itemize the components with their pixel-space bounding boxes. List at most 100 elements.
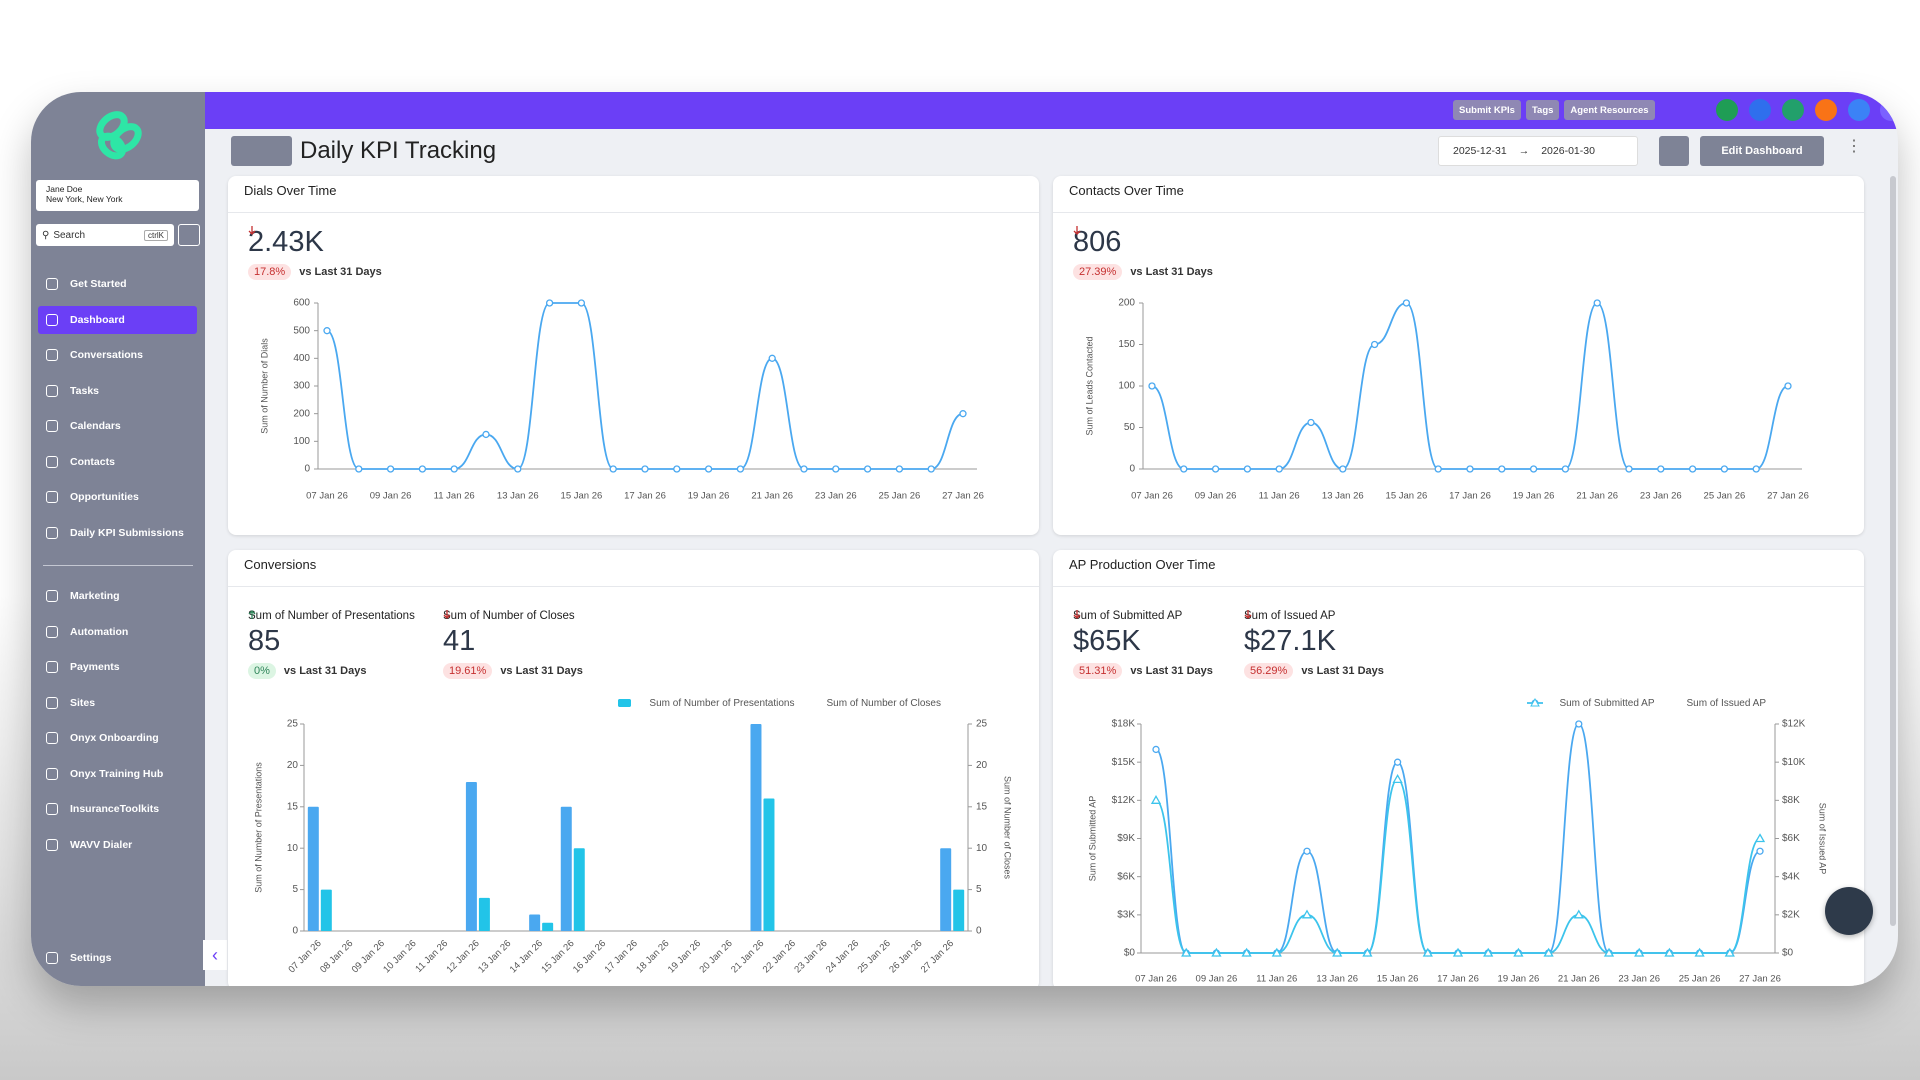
edit-dashboard[interactable]: Edit Dashboard [1700, 136, 1824, 166]
nav-icon [46, 625, 58, 638]
more-menu[interactable]: ⋮ [1846, 138, 1862, 155]
user-select[interactable]: Jane Doe New York, New York [36, 180, 199, 211]
point [863, 465, 872, 473]
nav-item[interactable]: Contacts [38, 448, 197, 476]
nav-item[interactable]: Conversations [38, 341, 197, 369]
quick-action[interactable] [178, 224, 200, 246]
bar [940, 848, 952, 931]
nav-icon [46, 590, 58, 602]
y-tick-label: 200 [293, 408, 310, 419]
y-axis-label: Sum of Submitted AP [1087, 796, 1097, 882]
x-tick-label: 23 Jan 26 [792, 938, 829, 975]
nav-label: Daily KPI Submissions [70, 526, 184, 539]
top-button[interactable]: Agent Resources [1564, 100, 1655, 120]
x-tick-label: 08 Jan 26 [318, 938, 355, 975]
point [1688, 465, 1697, 473]
chart: 0 5 10 15 20 25 0 5 10 15 20 25 Sum of Number of Pre… [253, 719, 1012, 976]
bar [478, 897, 490, 931]
arrow-shape [248, 226, 256, 235]
date-range[interactable]: 2025-12-31 → 2026-01-30 [1438, 136, 1638, 166]
chart: 0 50 100 150 200 Sum of Leads Contacted 07 Jan… [1084, 298, 1808, 502]
kpi-comparison: vs Last 31 Days [283, 665, 367, 677]
shortcut: ctrlK [144, 229, 168, 241]
nav-item[interactable]: Dashboard [38, 305, 197, 334]
point [450, 465, 458, 473]
nav-label: Onyx Training Hub [70, 767, 164, 780]
y-tick-label: $0 [1124, 948, 1136, 959]
legend-item[interactable]: Sum of Number of Presentations [618, 698, 795, 709]
point [1529, 465, 1538, 473]
y-tick-label: 10 [287, 843, 299, 854]
collapse-button[interactable]: ‹ [203, 940, 227, 970]
x-tick-label: 10 Jan 26 [381, 938, 418, 975]
nav-item[interactable]: Automation [38, 618, 197, 646]
point [1307, 418, 1315, 427]
magic-button[interactable] [1659, 136, 1689, 166]
layout-button[interactable] [231, 136, 292, 166]
nav-label: Get Started [70, 278, 127, 290]
kpi: Sum of Number of Closes 41 19.61% vs Last 3… [443, 610, 583, 679]
y-tick-label: 150 [1118, 339, 1135, 350]
x-tick-label: 15 Jan 26 [561, 491, 603, 502]
nav-label: Marketing [70, 590, 120, 602]
settings[interactable]: Settings [38, 944, 197, 972]
nav-item[interactable]: Payments [38, 653, 197, 681]
legend-item[interactable]: Sum of Submitted AP [1527, 698, 1655, 709]
line [1155, 778, 1761, 954]
nav-item[interactable]: Onyx Onboarding [38, 724, 197, 752]
y-tick-label: 0 [1129, 464, 1135, 475]
nav-icon [46, 420, 58, 432]
point [1513, 947, 1524, 957]
arrow-shape [1073, 226, 1081, 235]
nav-icon [46, 313, 58, 326]
x-tick-label: 07 Jan 26 [286, 938, 323, 975]
y-tick-label: 500 [293, 325, 310, 336]
kpi: Sum of Number of Presentations 85 0% vs Las… [248, 610, 415, 679]
nav-item[interactable]: Sites [38, 689, 197, 717]
x-tick-label: 11 Jan 26 [1259, 491, 1300, 502]
y2-axis-label: Sum of Issued AP [1818, 803, 1828, 875]
nav-item[interactable]: Daily KPI Submissions [38, 519, 197, 547]
y2-tick-label: $10K [1782, 757, 1806, 768]
point [1657, 465, 1665, 473]
legend-item[interactable]: Sum of Number of Closes [618, 698, 941, 709]
legend-label: Sum of Submitted AP [1559, 698, 1655, 709]
x-tick-label: 26 Jan 26 [887, 938, 924, 975]
nav-item[interactable]: WAVV Dialer [38, 831, 197, 859]
point [1180, 465, 1188, 473]
x-tick-label: 18 Jan 26 [634, 938, 671, 975]
top-button[interactable]: Tags [1525, 100, 1560, 120]
top-bar: Submit KPIs Tags Agent Resources [205, 92, 1898, 129]
nav-item[interactable]: Opportunities [38, 483, 197, 511]
kpi-label: Sum of Number of Presentations [248, 610, 415, 622]
point [832, 465, 840, 473]
nav-item[interactable]: Get Started [38, 270, 197, 298]
y-tick-label: 15 [287, 801, 299, 812]
nav-item[interactable]: Onyx Training Hub [38, 760, 197, 788]
legend-swatch [618, 699, 632, 707]
x-tick-label: 21 Jan 26 [1576, 491, 1618, 502]
scrollbar [1890, 176, 1896, 926]
bar [573, 848, 585, 931]
point [1392, 774, 1403, 783]
y2-tick-label: 20 [976, 760, 988, 771]
assistant-button[interactable] [1825, 887, 1873, 935]
nav-item[interactable]: InsuranceToolkits [38, 795, 197, 823]
top-button[interactable]: Submit KPIs [1453, 100, 1521, 120]
nav-item[interactable]: Marketing [38, 582, 197, 610]
y2-tick-label: 25 [976, 719, 988, 730]
kpi-change-value: 56.29% [1250, 665, 1288, 677]
nav-item[interactable]: Calendars [38, 412, 197, 440]
y-tick-label: $12K [1112, 795, 1136, 806]
point [1303, 847, 1311, 855]
search[interactable]: ⚲ Search ctrlK [36, 224, 174, 246]
point [1370, 340, 1379, 349]
legend-item[interactable]: Sum of Issued AP [1527, 698, 1766, 709]
bar [763, 798, 775, 931]
legend: Sum of Number of Presentations Sum of Num… [617, 698, 941, 709]
nav-icon [46, 732, 58, 744]
kpi-change: 0% [248, 610, 276, 679]
point [895, 465, 904, 473]
nav-item[interactable]: Tasks [38, 377, 197, 405]
